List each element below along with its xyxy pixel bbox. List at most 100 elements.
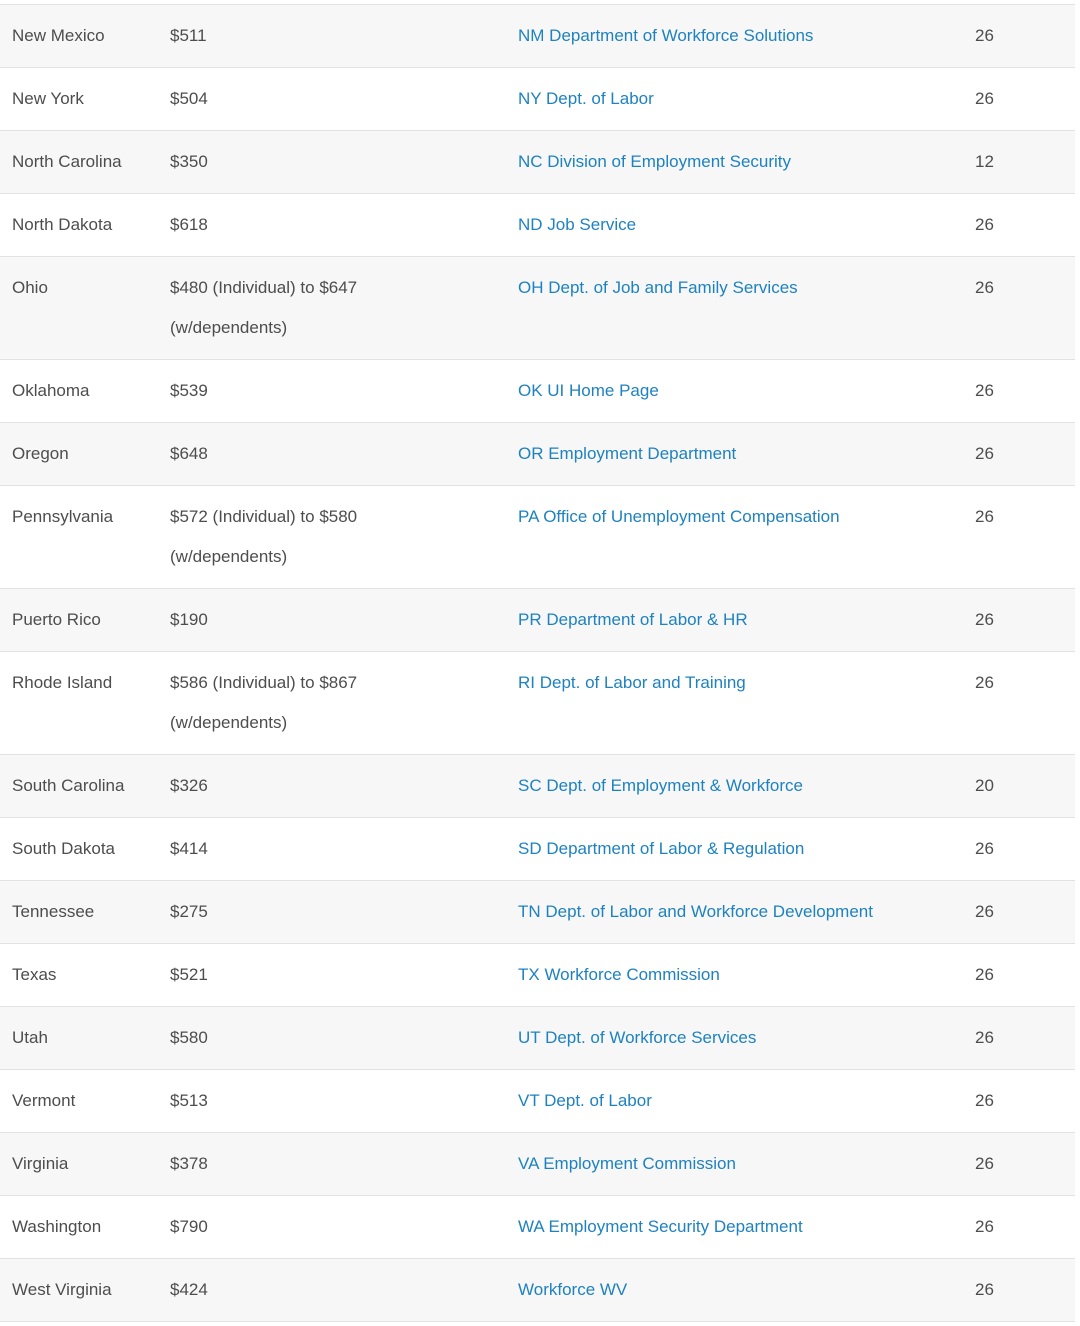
agency-link[interactable]: NM Department of Workforce Solutions <box>518 26 814 45</box>
agency-link[interactable]: OR Employment Department <box>518 444 737 463</box>
table-row: Pennsylvania $572 (Individual) to $580 (… <box>0 485 1075 589</box>
agency-link[interactable]: RI Dept. of Labor and Training <box>518 673 746 692</box>
benefit-amount: $275 <box>170 902 208 921</box>
weeks-value: 26 <box>975 26 994 45</box>
agency-link[interactable]: SC Dept. of Employment & Workforce <box>518 776 804 795</box>
agency-link-cell: OR Employment Department <box>518 423 975 486</box>
weeks-cell: 26 <box>975 1196 1075 1259</box>
benefit-amount: $539 <box>170 381 208 400</box>
benefit-amount: $480 (Individual) to $647 <box>170 278 358 297</box>
agency-link[interactable]: Workforce WV <box>518 1280 628 1299</box>
weeks-value: 26 <box>975 215 994 234</box>
agency-link-cell: PA Office of Unemployment Compensation <box>518 486 975 589</box>
table-row: New York $504 NY Dept. of Labor 26 <box>0 67 1075 131</box>
state-name: Oregon <box>12 444 69 463</box>
weeks-value: 26 <box>975 965 994 984</box>
weeks-cell: 26 <box>975 68 1075 131</box>
state-name-cell: Puerto Rico <box>0 589 170 652</box>
benefit-amount: $648 <box>170 444 208 463</box>
agency-link-cell: VA Employment Commission <box>518 1133 975 1196</box>
state-name-cell: West Virginia <box>0 1259 170 1322</box>
weeks-value: 26 <box>975 1091 994 1110</box>
benefit-amount: $414 <box>170 839 208 858</box>
state-name-cell: Pennsylvania <box>0 486 170 589</box>
agency-link[interactable]: OH Dept. of Job and Family Services <box>518 278 798 297</box>
benefit-amount: $521 <box>170 965 208 984</box>
agency-link-cell: VT Dept. of Labor <box>518 1070 975 1133</box>
benefit-amount: $618 <box>170 215 208 234</box>
weeks-value: 20 <box>975 776 994 795</box>
benefit-amount: $378 <box>170 1154 208 1173</box>
state-name: Ohio <box>12 278 48 297</box>
state-name-cell: Tennessee <box>0 881 170 944</box>
agency-link-cell: OK UI Home Page <box>518 360 975 423</box>
agency-link[interactable]: VA Employment Commission <box>518 1154 736 1173</box>
benefit-amount: $326 <box>170 776 208 795</box>
state-name-cell: Virginia <box>0 1133 170 1196</box>
agency-link-cell: SC Dept. of Employment & Workforce <box>518 755 975 818</box>
state-name-cell: South Dakota <box>0 818 170 881</box>
weeks-value: 26 <box>975 89 994 108</box>
benefit-amount: $424 <box>170 1280 208 1299</box>
agency-link[interactable]: VT Dept. of Labor <box>518 1091 652 1110</box>
agency-link-cell: OH Dept. of Job and Family Services <box>518 257 975 360</box>
state-name: Vermont <box>12 1091 76 1110</box>
benefit-amount-cell: $586 (Individual) to $867 (w/dependents) <box>170 652 518 755</box>
benefit-amount-cell: $580 <box>170 1007 518 1070</box>
agency-link-cell: TN Dept. of Labor and Workforce Developm… <box>518 881 975 944</box>
benefit-amount-cell: $539 <box>170 360 518 423</box>
state-name: Washington <box>12 1217 102 1236</box>
table-row: Virginia $378 VA Employment Commission 2… <box>0 1132 1075 1196</box>
weeks-value: 26 <box>975 1280 994 1299</box>
agency-link[interactable]: NY Dept. of Labor <box>518 89 654 108</box>
weeks-value: 26 <box>975 507 994 526</box>
weeks-value: 26 <box>975 1217 994 1236</box>
benefit-amount: $513 <box>170 1091 208 1110</box>
weeks-value: 26 <box>975 381 994 400</box>
benefit-amount-cell: $275 <box>170 881 518 944</box>
benefits-table-body: New Mexico $511 NM Department of Workfor… <box>0 4 1075 1322</box>
benefit-amount-cell: $378 <box>170 1133 518 1196</box>
weeks-cell: 26 <box>975 652 1075 755</box>
table-row: Texas $521 TX Workforce Commission 26 <box>0 943 1075 1007</box>
agency-link[interactable]: PA Office of Unemployment Compensation <box>518 507 840 526</box>
benefit-amount: $504 <box>170 89 208 108</box>
weeks-cell: 26 <box>975 1070 1075 1133</box>
agency-link[interactable]: PR Department of Labor & HR <box>518 610 748 629</box>
weeks-cell: 26 <box>975 194 1075 257</box>
agency-link[interactable]: SD Department of Labor & Regulation <box>518 839 805 858</box>
agency-link[interactable]: TX Workforce Commission <box>518 965 720 984</box>
benefit-amount: $511 <box>170 26 207 45</box>
weeks-cell: 26 <box>975 944 1075 1007</box>
weeks-cell: 26 <box>975 1007 1075 1070</box>
agency-link-cell: Workforce WV <box>518 1259 975 1322</box>
table-row: South Carolina $326 SC Dept. of Employme… <box>0 754 1075 818</box>
benefit-amount-cell: $521 <box>170 944 518 1007</box>
agency-link[interactable]: ND Job Service <box>518 215 637 234</box>
table-row: North Carolina $350 NC Division of Emplo… <box>0 130 1075 194</box>
benefit-amount-cell: $511 <box>170 5 518 68</box>
state-name-cell: New Mexico <box>0 5 170 68</box>
table-row: Puerto Rico $190 PR Department of Labor … <box>0 588 1075 652</box>
weeks-cell: 26 <box>975 5 1075 68</box>
state-name-cell: Ohio <box>0 257 170 360</box>
weeks-value: 26 <box>975 839 994 858</box>
agency-link[interactable]: NC Division of Employment Security <box>518 152 792 171</box>
state-name: South Carolina <box>12 776 125 795</box>
benefit-amount: $350 <box>170 152 208 171</box>
agency-link[interactable]: TN Dept. of Labor and Workforce Developm… <box>518 902 873 921</box>
weeks-value: 26 <box>975 673 994 692</box>
agency-link-cell: NC Division of Employment Security <box>518 131 975 194</box>
weeks-value: 26 <box>975 610 994 629</box>
agency-link[interactable]: WA Employment Security Department <box>518 1217 803 1236</box>
table-row: Oregon $648 OR Employment Department 26 <box>0 422 1075 486</box>
agency-link[interactable]: UT Dept. of Workforce Services <box>518 1028 757 1047</box>
weeks-cell: 20 <box>975 755 1075 818</box>
state-name-cell: Washington <box>0 1196 170 1259</box>
state-name: New York <box>12 89 84 108</box>
state-benefits-table: New Mexico $511 NM Department of Workfor… <box>0 4 1075 1322</box>
agency-link[interactable]: OK UI Home Page <box>518 381 659 400</box>
state-name-cell: North Carolina <box>0 131 170 194</box>
agency-link-cell: UT Dept. of Workforce Services <box>518 1007 975 1070</box>
